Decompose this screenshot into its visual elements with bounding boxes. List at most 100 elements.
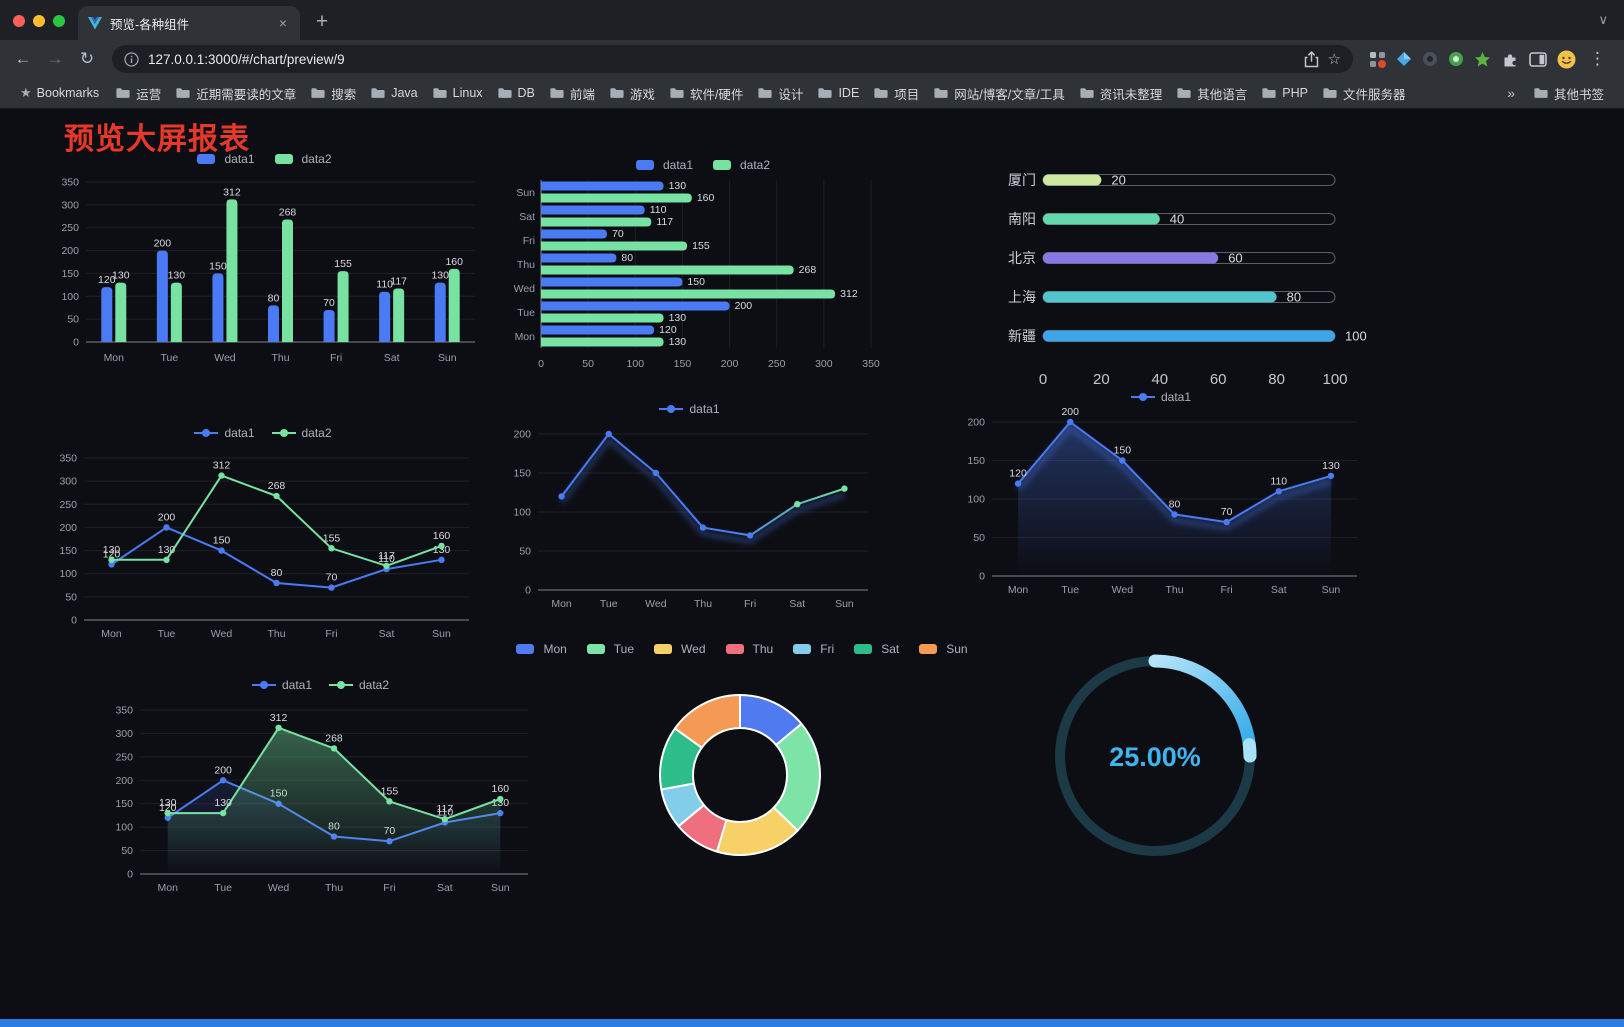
svg-text:250: 250 [59, 499, 77, 511]
extension-circle-dark-icon[interactable] [1422, 51, 1438, 67]
extension-circle-green-icon[interactable] [1448, 51, 1464, 67]
legend-item-data2[interactable]: data2 [328, 678, 389, 692]
svg-text:200: 200 [154, 238, 172, 250]
chart-gradient-line[interactable]: data1 0 50 100 150 200 Mon Tue Wed Thu Fri Sat Sun [494, 398, 884, 616]
legend-item-Thu[interactable]: Thu [722, 642, 773, 656]
bookmark-item[interactable]: 近期需要读的文章 [169, 82, 302, 105]
extension-diamond-icon[interactable] [1396, 51, 1412, 67]
legend-item-Tue[interactable]: Tue [583, 642, 634, 656]
svg-text:70: 70 [1221, 506, 1233, 518]
two-line-canvas[interactable]: 0 50 100 150 200 250 300 350 Mon Tue Wed Thu Fri Sat S… [40, 444, 485, 646]
url-bar[interactable]: 127.0.0.1:3000/#/chart/preview/9 ☆ [112, 45, 1353, 73]
bookmark-item[interactable]: DB [491, 84, 541, 102]
other-bookmarks-item[interactable]: 其他书签 [1527, 82, 1610, 105]
bookmark-item[interactable]: 资讯未整理 [1073, 82, 1169, 105]
bookmark-item[interactable]: 运营 [109, 82, 167, 105]
legend-item-Sat[interactable]: Sat [850, 642, 899, 656]
bookmark-item[interactable]: Linux [426, 84, 489, 102]
svg-text:200: 200 [158, 511, 176, 523]
gradient-line-canvas[interactable]: 0 50 100 150 200 Mon Tue Wed Thu Fri Sat Sun [494, 420, 884, 616]
svg-text:130: 130 [214, 797, 232, 809]
svg-text:130: 130 [669, 336, 687, 348]
folder-icon [610, 88, 624, 98]
forward-button[interactable]: → [46, 49, 64, 68]
legend-item-Mon[interactable]: Mon [512, 642, 567, 656]
bookmark-item[interactable]: IDE [811, 84, 865, 102]
chart-grouped-bar[interactable]: data1 data2 0 50 100 150 200 250 300 350 Mon Tue Wed… [40, 148, 485, 370]
svg-text:120: 120 [159, 802, 177, 814]
menu-kebab-icon[interactable]: ⋮ [1589, 49, 1606, 68]
legend-label: data1 [689, 402, 720, 416]
bookmark-item[interactable]: 其他语言 [1170, 82, 1253, 105]
bookmarks-manager-item[interactable]: ★ Bookmarks [14, 83, 105, 103]
chart-area-line[interactable]: data1 0 50 100 150 200 Mon Tue Wed Thu Fri Sat Sun 12… [948, 386, 1373, 602]
bookmark-item[interactable]: 项目 [867, 82, 925, 105]
legend-item-data1[interactable]: data1 [193, 426, 255, 440]
two-line-area-canvas[interactable]: 0 50 100 150 200 250 300 350 Mon Tue Wed Thu Fri Sat S… [96, 696, 544, 900]
reload-button[interactable]: ↻ [79, 49, 95, 68]
legend-item-data2[interactable]: data2 [271, 426, 332, 440]
chart-horizontal-bar[interactable]: data1 data2 0 50 100 150 200 250 300 350 Sun 130 160… [505, 154, 897, 374]
window-zoom-button[interactable] [53, 15, 65, 27]
bookmark-item[interactable]: Java [364, 84, 423, 102]
legend-label: Fri [820, 642, 835, 656]
svg-text:Thu: Thu [1165, 584, 1183, 596]
bookmark-item[interactable]: 软件/硬件 [663, 82, 749, 105]
back-button[interactable]: ← [14, 49, 32, 68]
donut-canvas[interactable] [556, 660, 924, 978]
legend-item-Sun[interactable]: Sun [915, 642, 968, 656]
extension-star-icon[interactable] [1474, 51, 1491, 68]
site-info-icon[interactable] [124, 51, 139, 67]
svg-text:Mon: Mon [1008, 584, 1029, 596]
svg-text:150: 150 [61, 268, 79, 280]
svg-text:Mon: Mon [157, 882, 178, 894]
legend-item-Wed[interactable]: Wed [650, 642, 706, 656]
extensions-puzzle-icon[interactable] [1501, 50, 1519, 68]
window-close-button[interactable] [13, 15, 25, 27]
chart-ring-progress[interactable]: 25.00% [1035, 636, 1275, 876]
bookmark-item[interactable]: 网站/博客/文章/工具 [927, 82, 1070, 105]
bookmark-item[interactable]: PHP [1255, 84, 1314, 102]
ring-progress-canvas[interactable]: 25.00% [1035, 636, 1275, 876]
new-tab-button[interactable]: + [315, 10, 329, 33]
bookmark-label: DB [517, 86, 535, 100]
profile-avatar[interactable] [1557, 50, 1576, 69]
extension-grid-icon[interactable] [1369, 51, 1386, 68]
bookmark-item[interactable]: 文件服务器 [1316, 82, 1412, 105]
bookmark-item[interactable]: 游戏 [603, 82, 661, 105]
legend-item-data2[interactable]: data2 [709, 158, 770, 172]
share-icon[interactable] [1304, 50, 1319, 68]
legend-item-data1[interactable]: data1 [632, 158, 693, 172]
legend-label: data2 [301, 152, 332, 166]
svg-text:80: 80 [1169, 498, 1181, 510]
chart-two-line-area[interactable]: data1 data2 0 50 100 150 200 250 300 350 Mon Tue Wed… [96, 674, 544, 900]
chart-progress-list[interactable]: 厦门 20 南阳 40 北京 60 上海 80 新疆 100 0 20 40 60 80 100 [948, 158, 1376, 396]
bookmarks-overflow-chevron[interactable]: » [1507, 85, 1515, 101]
progress-list-canvas[interactable]: 厦门 20 南阳 40 北京 60 上海 80 新疆 100 0 20 40 60 80 100 [948, 158, 1376, 396]
svg-text:40: 40 [1170, 212, 1184, 227]
area-line-canvas[interactable]: 0 50 100 150 200 Mon Tue Wed Thu Fri Sat Sun 120 200 1… [948, 408, 1373, 602]
svg-text:110: 110 [376, 279, 393, 291]
bookmark-item[interactable]: 设计 [751, 82, 809, 105]
legend-item-data2[interactable]: data2 [271, 152, 332, 166]
bookmark-item[interactable]: 搜索 [304, 82, 362, 105]
svg-text:50: 50 [65, 591, 77, 603]
legend-item-data1[interactable]: data1 [251, 678, 312, 692]
tab-search-chevron-icon[interactable]: ∨ [1598, 12, 1608, 27]
legend-item-data1[interactable]: data1 [193, 152, 255, 166]
legend-item-data1[interactable]: data1 [658, 402, 720, 416]
chart-donut[interactable]: Mon Tue Wed Thu Fri Sat Sun [516, 638, 968, 978]
svg-text:0: 0 [525, 585, 531, 597]
tab-close-icon[interactable]: × [278, 15, 288, 31]
side-panel-icon[interactable] [1529, 51, 1547, 67]
legend-item-Fri[interactable]: Fri [789, 642, 834, 656]
grouped-bar-canvas[interactable]: 0 50 100 150 200 250 300 350 Mon Tue Wed Thu Fri Sat S… [40, 170, 485, 370]
bookmark-item[interactable]: 前端 [543, 82, 601, 105]
chart-two-line[interactable]: data1 data2 0 50 100 150 200 250 300 350 Mon Tue Wed… [40, 422, 485, 646]
bookmark-star-icon[interactable]: ☆ [1327, 51, 1341, 68]
legend-item-data1[interactable]: data1 [1130, 390, 1191, 404]
browser-tab[interactable]: 预览-各种组件 × [78, 6, 300, 40]
window-minimize-button[interactable] [33, 15, 45, 27]
